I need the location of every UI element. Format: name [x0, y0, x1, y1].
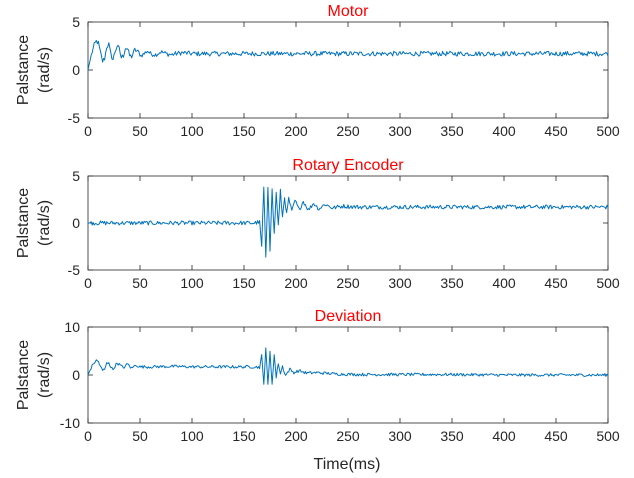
y-tick-label: -5 [68, 262, 81, 278]
y-axis-label: Palstance [15, 188, 32, 258]
x-tick-label: 350 [440, 123, 464, 139]
x-tick-label: 400 [492, 428, 516, 444]
x-tick-label: 500 [596, 428, 620, 444]
y-axis-label-unit: (rad/s) [36, 47, 53, 93]
y-axis-label-unit: (rad/s) [36, 352, 53, 398]
x-tick-label: 300 [388, 275, 412, 291]
x-tick-label: 150 [232, 275, 256, 291]
x-tick-label: 50 [132, 428, 148, 444]
plot-area [87, 21, 609, 119]
y-tick-label: -5 [68, 110, 81, 126]
x-tick-label: 100 [180, 275, 204, 291]
series-line [88, 186, 609, 258]
y-tick-label: 0 [72, 215, 80, 231]
panel-3: 0 50 100 150 200 250 300 350 400 450 500-10010Devi… [15, 308, 620, 444]
y-axis-label: Palstance [15, 340, 32, 410]
x-axis-label: Time(ms) [314, 456, 381, 473]
x-tick-label: 200 [284, 275, 308, 291]
x-tick-label: 0 [84, 123, 92, 139]
y-axis-label: Palstance [15, 35, 32, 105]
x-tick-label: 350 [440, 275, 464, 291]
series-line [87, 39, 609, 71]
x-tick-label: 250 [336, 428, 360, 444]
x-tick-label: 450 [544, 275, 568, 291]
y-tick-label: -10 [60, 415, 80, 431]
y-tick-label: 0 [72, 62, 80, 78]
x-tick-label: 200 [284, 428, 308, 444]
plot-area [87, 175, 609, 271]
x-tick-label: 450 [544, 123, 568, 139]
x-tick-label: 250 [336, 275, 360, 291]
x-tick-label: 100 [180, 428, 204, 444]
y-tick-label: 10 [64, 319, 80, 335]
panel-title: Motor [328, 3, 370, 20]
x-tick-label: 0 [84, 428, 92, 444]
x-tick-label: 250 [336, 123, 360, 139]
y-tick-label: 0 [72, 367, 80, 383]
panel-1: 0 50 100 150 200 250 300 350 400 450 500-505MotorP… [15, 3, 620, 139]
panel-2: 0 50 100 150 200 250 300 350 400 450 500-505Rotary… [15, 157, 620, 291]
y-tick-label: 5 [72, 14, 80, 30]
x-tick-label: 400 [492, 275, 516, 291]
series-line [87, 347, 609, 385]
panel-title: Deviation [315, 308, 382, 325]
x-tick-label: 300 [388, 123, 412, 139]
x-tick-label: 500 [596, 275, 620, 291]
x-tick-label: 450 [544, 428, 568, 444]
x-tick-label: 150 [232, 428, 256, 444]
x-tick-label: 200 [284, 123, 308, 139]
x-tick-label: 400 [492, 123, 516, 139]
x-tick-label: 50 [132, 123, 148, 139]
y-axis-label-unit: (rad/s) [36, 200, 53, 246]
x-tick-label: 100 [180, 123, 204, 139]
x-tick-label: 500 [596, 123, 620, 139]
x-tick-label: 300 [388, 428, 412, 444]
x-tick-label: 50 [132, 275, 148, 291]
y-tick-label: 5 [72, 168, 80, 184]
x-tick-label: 150 [232, 123, 256, 139]
x-tick-label: 0 [84, 275, 92, 291]
x-tick-label: 350 [440, 428, 464, 444]
panel-title: Rotary Encoder [292, 157, 404, 174]
